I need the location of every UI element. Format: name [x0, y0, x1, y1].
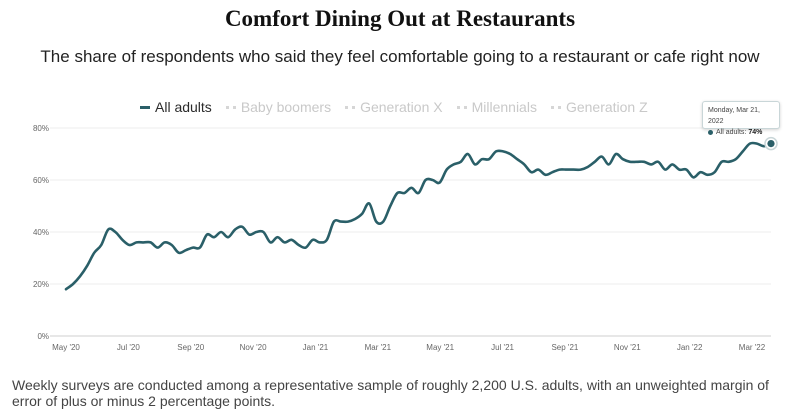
- x-tick-label: Mar '22: [739, 343, 766, 352]
- legend-label-generation-x: Generation X: [360, 99, 443, 115]
- legend-item-generation-z[interactable]: Generation Z: [550, 99, 648, 115]
- x-tick-label: Nov '20: [240, 343, 267, 352]
- x-tick-label: Sep '20: [177, 343, 204, 352]
- x-tick-label: May '20: [52, 343, 80, 352]
- tooltip-series-dot: [708, 129, 713, 135]
- line-chart: 0% 20% 40% 60% 80% May '20 Jul '20 Sep '20 Nov '…: [33, 124, 778, 352]
- legend-item-all-adults[interactable]: All adults: [140, 99, 212, 115]
- chart-legend: All adults Baby boomers Generation X Mil…: [140, 98, 662, 116]
- x-tick-label: Jan '22: [677, 343, 703, 352]
- chart-tooltip: Monday, Mar 21, 2022 All adults: 74%: [702, 101, 780, 136]
- x-tick-label: May '21: [426, 343, 454, 352]
- legend-swatch-generation-z: [550, 105, 561, 109]
- y-tick-label: 80%: [33, 124, 49, 133]
- legend-swatch-baby-boomers: [225, 105, 236, 109]
- y-tick-label: 40%: [33, 228, 49, 237]
- tooltip-date: Monday, Mar 21, 2022: [708, 107, 761, 125]
- x-tick-label: Jul '21: [491, 343, 514, 352]
- series-line-all-adults: [64, 141, 773, 291]
- legend-label-generation-z: Generation Z: [565, 99, 648, 115]
- legend-swatch-millennials: [456, 105, 467, 109]
- tooltip-series-label: All adults:: [716, 129, 747, 136]
- legend-item-baby-boomers[interactable]: Baby boomers: [225, 99, 332, 115]
- legend-label-all-adults: All adults: [155, 99, 212, 115]
- x-tick-label: Nov '21: [614, 343, 641, 352]
- tooltip-series-value: All adults: 74%: [708, 127, 774, 138]
- highlight-marker: [767, 140, 775, 148]
- legend-label-millennials: Millennials: [471, 99, 537, 115]
- x-tick-label: Jul '20: [117, 343, 140, 352]
- legend-swatch-generation-x: [345, 105, 356, 109]
- y-tick-label: 60%: [33, 176, 49, 185]
- chart-subtitle: The share of respondents who said they f…: [40, 47, 760, 66]
- legend-label-baby-boomers: Baby boomers: [240, 99, 332, 115]
- legend-item-millennials[interactable]: Millennials: [456, 99, 537, 115]
- legend-item-generation-x[interactable]: Generation X: [345, 99, 443, 115]
- x-tick-label: Sep '21: [551, 343, 578, 352]
- x-tick-label: Jan '21: [303, 343, 329, 352]
- chart-title: Comfort Dining Out at Restaurants: [224, 6, 576, 31]
- legend-swatch-all-adults: [140, 105, 150, 109]
- x-tick-label: Mar '21: [365, 343, 392, 352]
- y-tick-label: 20%: [33, 280, 49, 289]
- y-tick-label: 0%: [37, 332, 49, 341]
- tooltip-value: 74%: [748, 129, 763, 136]
- chart-footnote: Weekly surveys are conducted among a rep…: [12, 377, 769, 409]
